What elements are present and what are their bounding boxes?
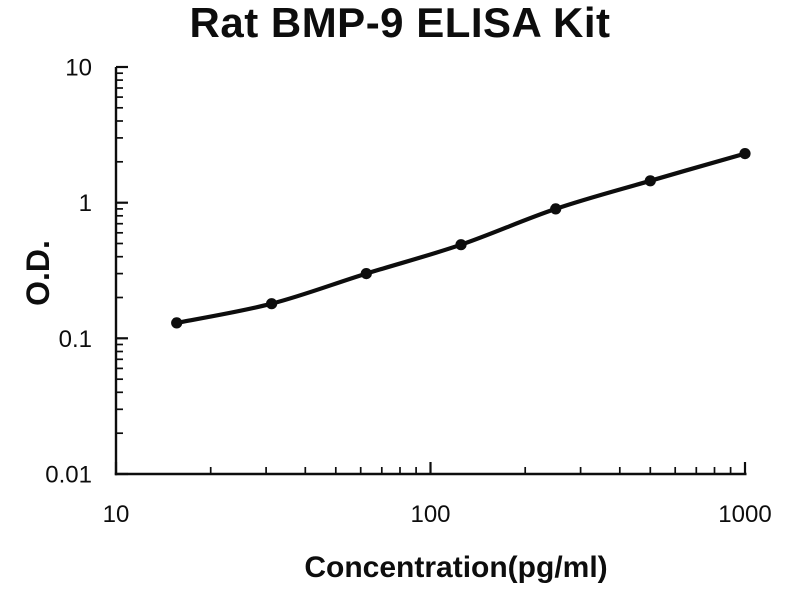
data-point-marker [360, 268, 372, 280]
data-point-marker [739, 148, 751, 160]
data-point-marker [550, 203, 562, 215]
x-axis-label: Concentration(pg/ml) [304, 551, 608, 584]
data-point-marker [644, 175, 656, 187]
data-point-marker [171, 317, 183, 329]
y-tick-label: 0.01 [45, 462, 92, 489]
data-point-marker [455, 239, 467, 251]
data-point-marker [266, 298, 278, 310]
x-tick-label: 100 [410, 501, 450, 528]
x-tick-label: 1000 [718, 501, 771, 528]
y-tick-label: 0.1 [59, 326, 92, 353]
standard-curve-line [174, 151, 748, 325]
x-tick-label: 10 [103, 501, 130, 528]
chart-title: Rat BMP-9 ELISA Kit [189, 0, 611, 46]
y-tick-label: 10 [65, 55, 92, 82]
y-tick-label: 1 [79, 190, 92, 217]
